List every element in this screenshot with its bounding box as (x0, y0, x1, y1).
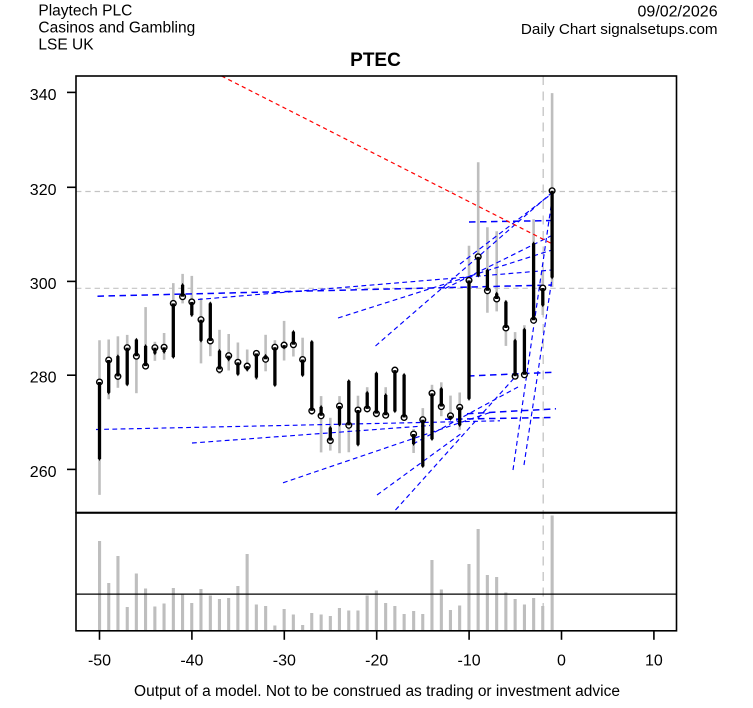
svg-text:-10: -10 (458, 653, 481, 670)
svg-text:320: 320 (30, 182, 57, 199)
svg-text:09/02/2026: 09/02/2026 (638, 4, 718, 21)
svg-text:-50: -50 (88, 653, 111, 670)
svg-text:Playtech PLC: Playtech PLC (38, 2, 132, 19)
svg-text:-40: -40 (180, 653, 203, 670)
svg-text:PTEC: PTEC (350, 50, 401, 71)
svg-text:340: 340 (30, 87, 57, 104)
svg-text:LSE UK: LSE UK (38, 37, 94, 54)
svg-text:280: 280 (30, 370, 57, 387)
svg-text:Daily Chart signalsetups.com: Daily Chart signalsetups.com (521, 21, 718, 38)
svg-text:0: 0 (557, 653, 566, 670)
svg-text:300: 300 (30, 276, 57, 293)
svg-text:10: 10 (645, 653, 663, 670)
svg-text:260: 260 (30, 464, 57, 481)
svg-text:Output of a model. Not to be c: Output of a model. Not to be construed a… (134, 683, 620, 700)
svg-text:Casinos and Gambling: Casinos and Gambling (38, 20, 195, 37)
svg-text:-30: -30 (273, 653, 296, 670)
svg-text:-20: -20 (365, 653, 388, 670)
